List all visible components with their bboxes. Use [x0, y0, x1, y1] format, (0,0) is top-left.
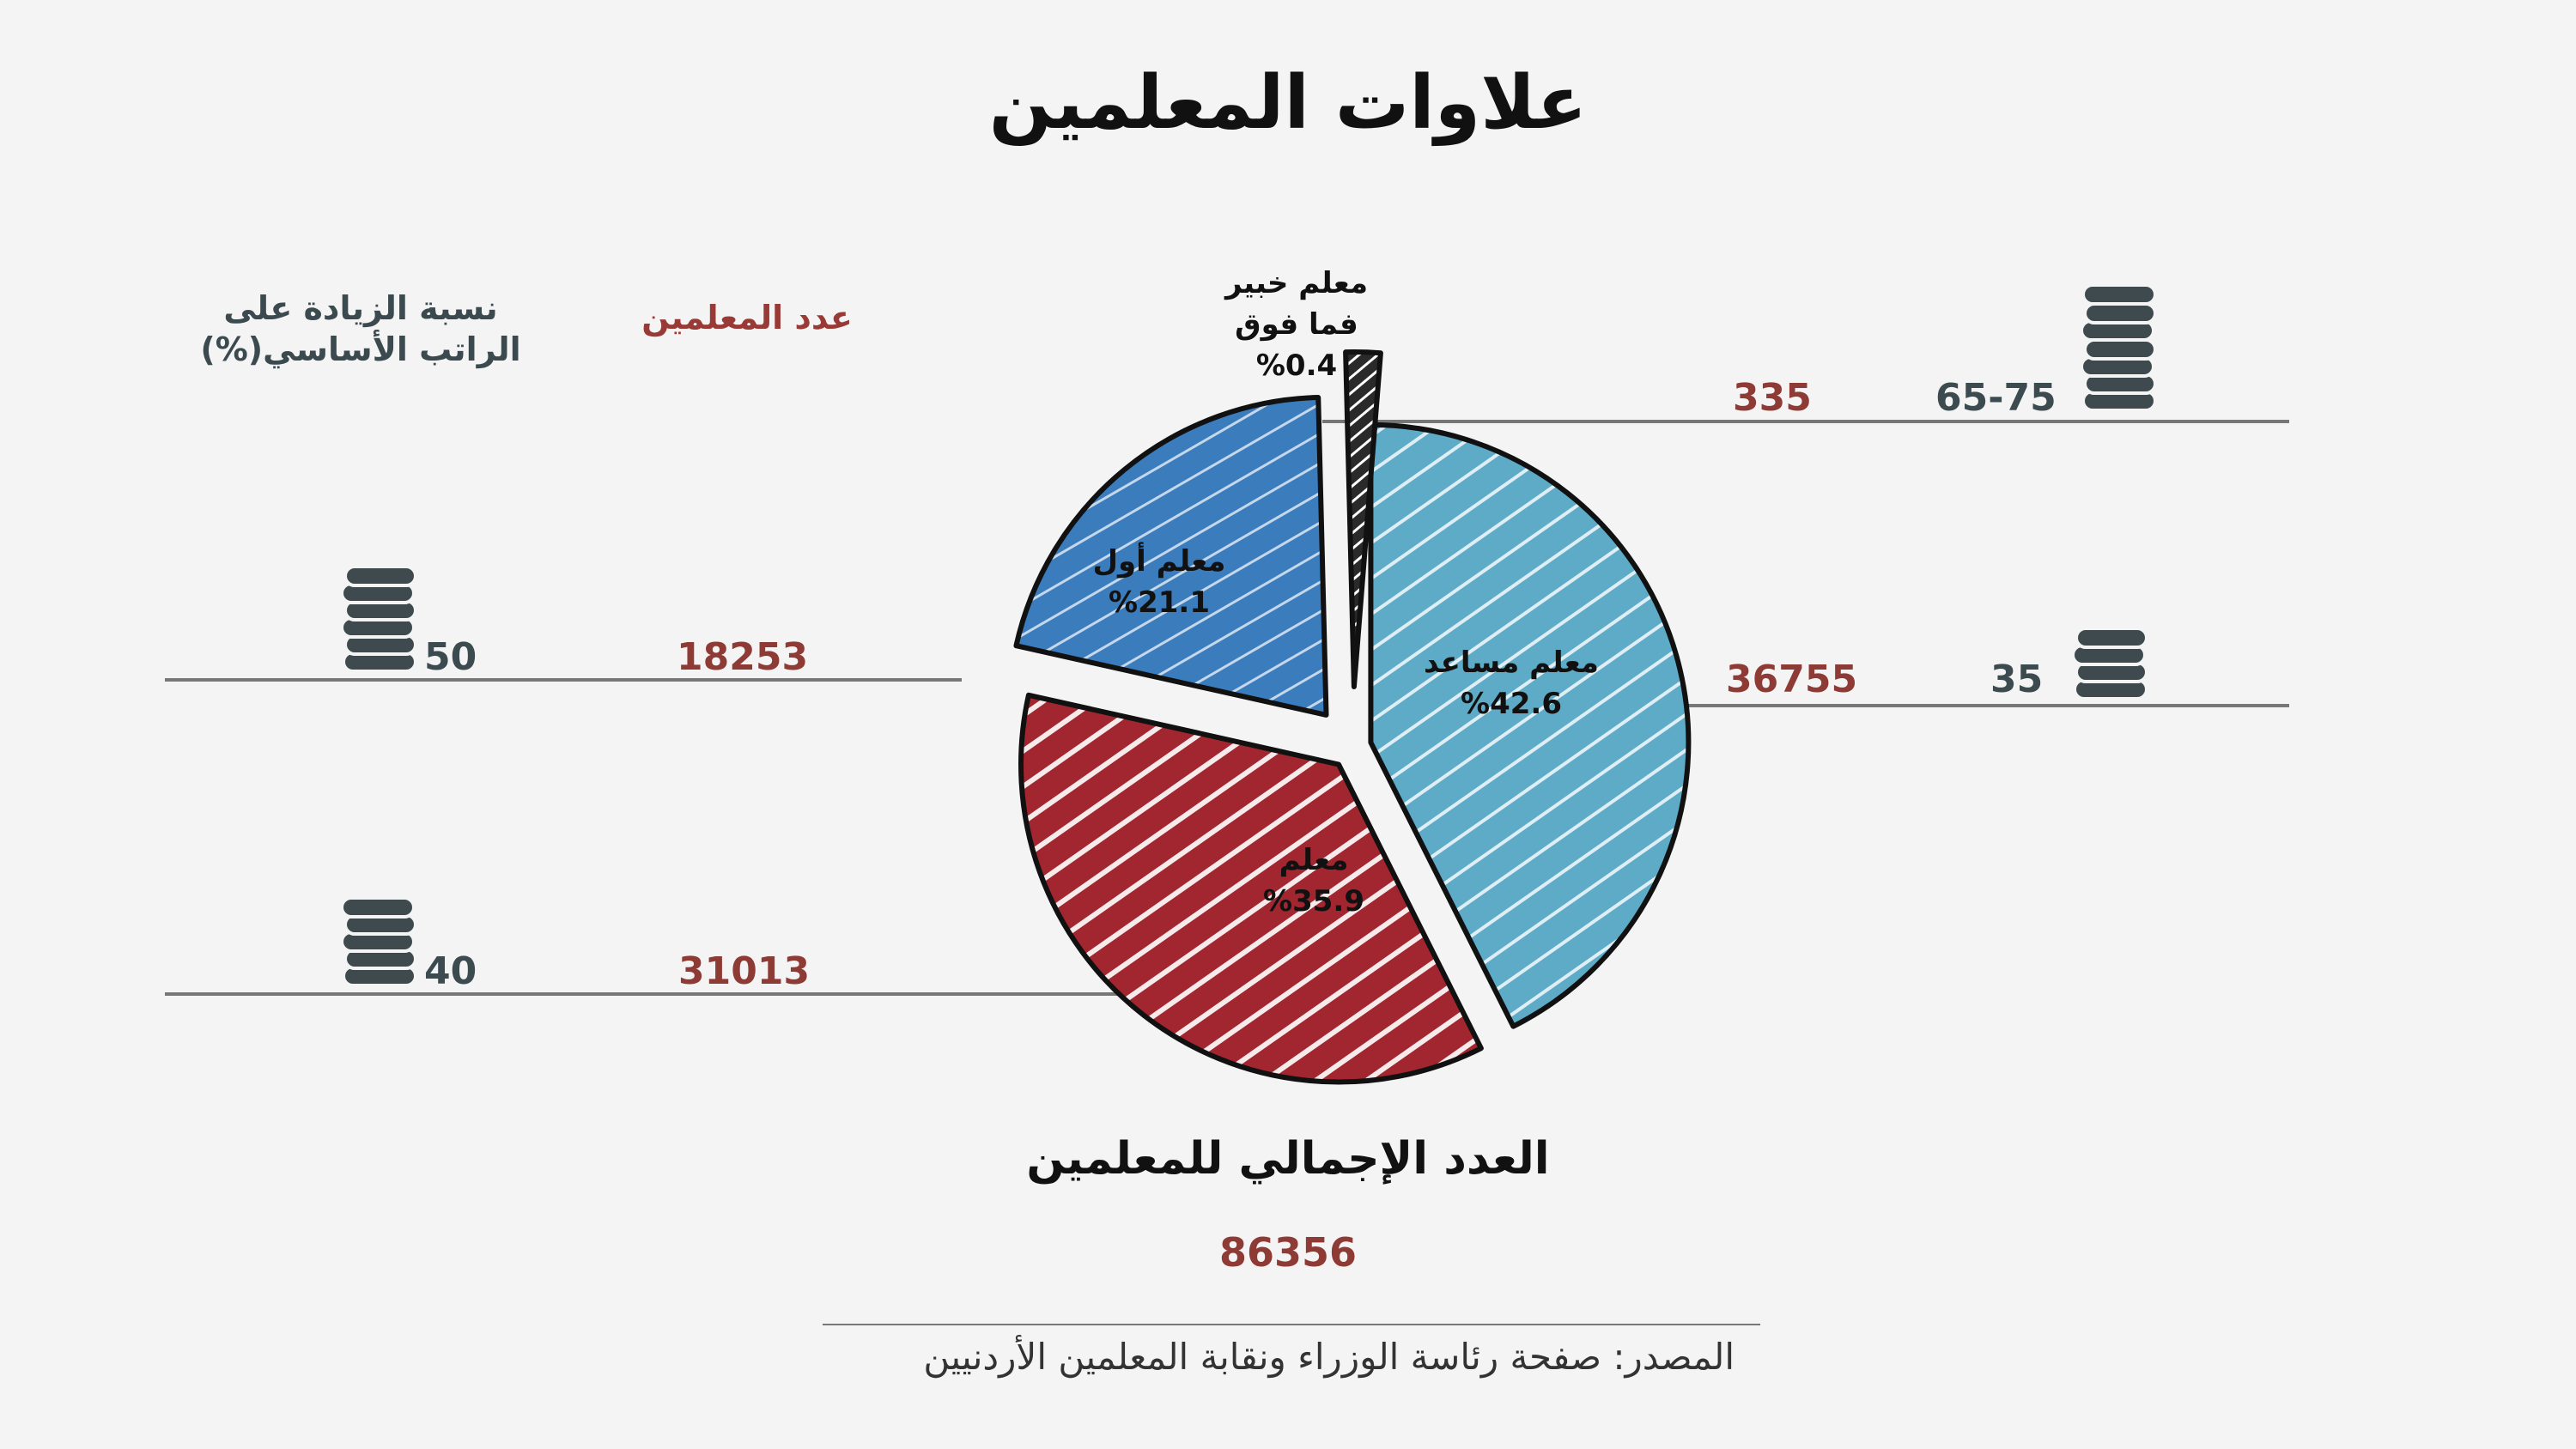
slice-name: معلم مساعد: [1424, 646, 1599, 680]
chart-title: علاوات المعلمين: [988, 60, 1588, 146]
row-rule-first: [165, 678, 962, 682]
raise-assistant: 35: [1990, 658, 2044, 701]
slice-percent: %42.6: [1461, 687, 1562, 721]
raise-expert: 65-75: [1935, 376, 2057, 420]
slice-label-first: معلم أول %21.1: [1048, 541, 1271, 623]
slice-percent: %21.1: [1109, 585, 1210, 620]
slice-percent: %0.4: [1255, 349, 1338, 383]
count-assistant: 36755: [1726, 658, 1858, 701]
pie-slice-expert: [1343, 349, 1383, 690]
row-rule-assistant: [1657, 704, 2289, 707]
count-teacher: 31013: [678, 949, 811, 993]
row-rule-expert: [1322, 420, 2289, 423]
raise-teacher: 40: [424, 949, 477, 993]
slice-name: معلم: [1279, 843, 1349, 877]
teacher-count-header: عدد المعلمين: [641, 299, 853, 336]
total-label: العدد الإجمالي للمعلمين: [1026, 1133, 1550, 1185]
slice-name: معلم خبير: [1224, 266, 1369, 300]
slice-label-teacher: معلم %35.9: [1185, 840, 1443, 922]
coin-stack-icon: [340, 896, 417, 987]
raise-first: 50: [424, 635, 477, 679]
slice-name: معلم أول: [1092, 544, 1226, 579]
raise-percent-header: نسبة الزيادة على الراتب الأساسي(%): [200, 289, 521, 368]
pie-slice-assistant: [1368, 421, 1692, 1029]
slice-label-assistant: معلم مساعد %42.6: [1365, 642, 1657, 724]
slice-percent: %35.9: [1263, 884, 1364, 919]
coin-stack-icon: [2080, 283, 2157, 412]
count-first: 18253: [677, 635, 809, 679]
slice-name: فما فوق: [1235, 307, 1358, 342]
coin-stack-icon: [340, 565, 417, 673]
row-rule-teacher: [165, 992, 1151, 996]
pie-slice-first: [1013, 395, 1329, 718]
source-note: المصدر: صفحة رئاسة الوزراء ونقابة المعلم…: [923, 1336, 1735, 1378]
coin-stack-icon: [2071, 627, 2148, 700]
total-value: 86356: [1218, 1229, 1358, 1276]
pie-slice-teacher: [1018, 692, 1484, 1085]
slice-label-expert: معلم خبير فما فوق %0.4: [1168, 263, 1425, 386]
source-divider: [823, 1324, 1760, 1325]
count-expert: 335: [1733, 376, 1812, 420]
